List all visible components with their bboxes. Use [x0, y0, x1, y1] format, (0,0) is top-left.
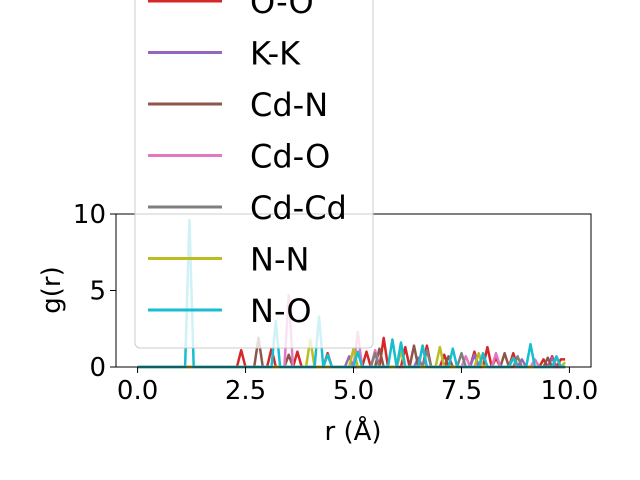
legend-label-cd-cd: Cd-Cd [250, 189, 347, 227]
y-axis: 0 5 10 [73, 200, 116, 383]
legend-label-o-o: O-O [250, 0, 314, 21]
legend-box [134, 0, 374, 349]
series-line-k-k [137, 353, 566, 369]
legend-label-cd-n: Cd-N [250, 86, 328, 124]
y-tick-label: 10 [73, 200, 106, 230]
y-tick-label: 5 [89, 277, 106, 307]
y-axis-label: g(r) [37, 266, 67, 313]
legend: O-O K-K Cd-N Cd-O Cd-Cd N-N N-O [134, 0, 374, 349]
y-tick-label: 0 [89, 353, 106, 383]
x-axis: 0.0 2.5 5.0 7.5 10.0 [117, 367, 598, 406]
legend-label-k-k: K-K [250, 35, 301, 73]
x-tick-label: 7.5 [441, 376, 482, 406]
x-tick-label: 0.0 [117, 376, 158, 406]
x-axis-label: r (Å) [324, 415, 381, 447]
legend-label-n-o: N-O [250, 292, 312, 330]
x-tick-label: 5.0 [333, 376, 374, 406]
x-tick-label: 10.0 [540, 376, 598, 406]
x-tick-label: 2.5 [225, 376, 266, 406]
legend-label-n-n: N-N [250, 241, 309, 279]
legend-label-cd-o: Cd-O [250, 138, 330, 176]
